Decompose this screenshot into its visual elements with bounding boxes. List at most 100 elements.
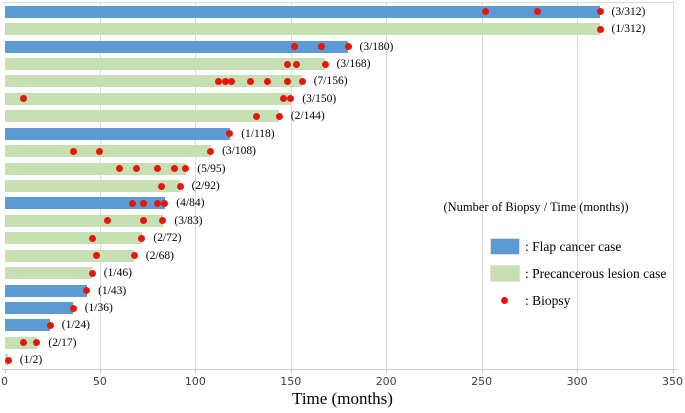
- bar-precancerous-95: [4, 162, 186, 175]
- bar-flap-118: [4, 127, 230, 140]
- gridline-350: [672, 2, 674, 369]
- biopsy-dot: [207, 147, 215, 155]
- bar-label: (1/24): [61, 319, 90, 332]
- biopsy-dot: [533, 8, 541, 16]
- biopsy-dot: [4, 356, 12, 364]
- gridline-150: [290, 2, 292, 369]
- gridline-250: [481, 2, 483, 369]
- bar-precancerous-156: [4, 75, 303, 88]
- biopsy-dot: [283, 77, 291, 85]
- bar-precancerous-108: [4, 145, 211, 158]
- biopsy-dot: [46, 321, 54, 329]
- bar-label: (3/168): [336, 58, 371, 70]
- bar-label: (3/108): [222, 145, 256, 158]
- biopsy-dot: [182, 165, 190, 173]
- bar-label: (2/68): [145, 249, 174, 262]
- biopsy-dot: [176, 182, 184, 190]
- biopsy-dot: [159, 217, 167, 225]
- biopsy-dot: [20, 339, 28, 347]
- bar-label: (1/2): [19, 354, 43, 367]
- biopsy-dot: [317, 43, 325, 51]
- biopsy-dot: [228, 77, 236, 85]
- x-tick-mark-150: [290, 369, 292, 373]
- x-tick-label-250: 250: [471, 375, 493, 388]
- biopsy-dot: [138, 234, 146, 242]
- biopsy-dot: [291, 43, 299, 51]
- biopsy-dot: [140, 217, 148, 225]
- bar-precancerous-83: [4, 214, 163, 227]
- bar-label: (3/180): [359, 40, 394, 53]
- biopsy-dot: [170, 165, 178, 173]
- x-tick-mark-0: [4, 369, 6, 373]
- legend-title: (Number of Biopsy / Time (months)): [443, 200, 629, 214]
- biopsy-dot: [596, 8, 604, 16]
- x-tick-mark-200: [386, 369, 388, 373]
- bar-flap-24: [4, 319, 51, 332]
- bar-flap-43: [4, 284, 87, 297]
- gridline-200: [386, 2, 388, 369]
- x-tick-label-100: 100: [184, 375, 206, 388]
- x-axis-line: [2, 369, 677, 370]
- biopsy-dot: [298, 77, 306, 85]
- gridline-100: [195, 2, 197, 369]
- bar-label: (1/46): [103, 267, 132, 280]
- bar-label: (3/150): [302, 92, 337, 105]
- x-tick-mark-300: [577, 369, 579, 373]
- biopsy-dot: [140, 199, 148, 207]
- bar-precancerous-312: [4, 23, 600, 36]
- bar-precancerous-92: [4, 180, 181, 192]
- bar-label: (3/312): [611, 5, 646, 18]
- bar-label: (1/36): [84, 302, 113, 314]
- biopsy-dot: [69, 147, 77, 155]
- biopsy-dot: [96, 147, 104, 155]
- x-tick-mark-350: [672, 369, 674, 373]
- bar-label: (2/144): [290, 110, 325, 123]
- x-tick-mark-50: [99, 369, 101, 373]
- bar-precancerous-150: [4, 92, 291, 105]
- bar-flap-312: [4, 5, 600, 18]
- legend-label-flap-cancer: : Flap cancer case: [525, 239, 622, 254]
- bar-label: (7/156): [313, 75, 348, 88]
- bar-flap-84: [4, 197, 165, 210]
- biopsy-dot: [214, 77, 222, 85]
- biopsy-dot: [130, 252, 138, 260]
- biopsy-dot: [88, 269, 96, 277]
- biopsy-dot: [252, 112, 260, 120]
- legend-label-precancerous-lesion: : Precancerous lesion case: [525, 266, 667, 281]
- legend-label-biopsy: : Biopsy: [525, 293, 571, 308]
- biopsy-dot: [33, 339, 41, 347]
- biopsy-dot: [104, 217, 112, 225]
- biopsy-dot: [92, 252, 100, 260]
- bar-label: (4/84): [176, 197, 205, 210]
- bar-label: (5/95): [197, 162, 226, 175]
- bar-precancerous-46: [4, 267, 93, 280]
- bar-label: (2/17): [48, 336, 77, 349]
- bar-precancerous-72: [4, 232, 142, 245]
- legend-swatch-flap-cancer: [490, 238, 520, 255]
- biopsy-dot: [293, 60, 300, 68]
- bar-label: (2/72): [153, 232, 182, 245]
- biopsy-dot: [128, 199, 136, 207]
- legend-swatch-precancerous-lesion: [490, 265, 520, 282]
- biopsy-dot: [83, 287, 91, 295]
- bar-flap-180: [4, 40, 348, 53]
- legend-biopsy-dot-icon: [501, 297, 508, 304]
- x-tick-label-350: 350: [662, 375, 683, 388]
- biopsy-dot: [279, 95, 287, 103]
- bar-precancerous-144: [4, 110, 280, 123]
- bar-precancerous-68: [4, 249, 135, 262]
- biopsy-dot: [153, 199, 161, 207]
- x-tick-label-150: 150: [280, 375, 302, 388]
- bar-label: (1/312): [611, 23, 646, 36]
- biopsy-dot: [596, 25, 604, 33]
- x-axis-title: Time (months): [292, 389, 393, 408]
- x-tick-mark-100: [195, 369, 197, 373]
- bar-label: (1/118): [241, 127, 275, 140]
- biopsy-dot: [161, 199, 169, 207]
- biopsy-dot: [69, 304, 77, 312]
- x-tick-label-300: 300: [566, 375, 588, 388]
- biopsy-dot: [226, 130, 234, 138]
- biopsy-dot: [321, 60, 329, 68]
